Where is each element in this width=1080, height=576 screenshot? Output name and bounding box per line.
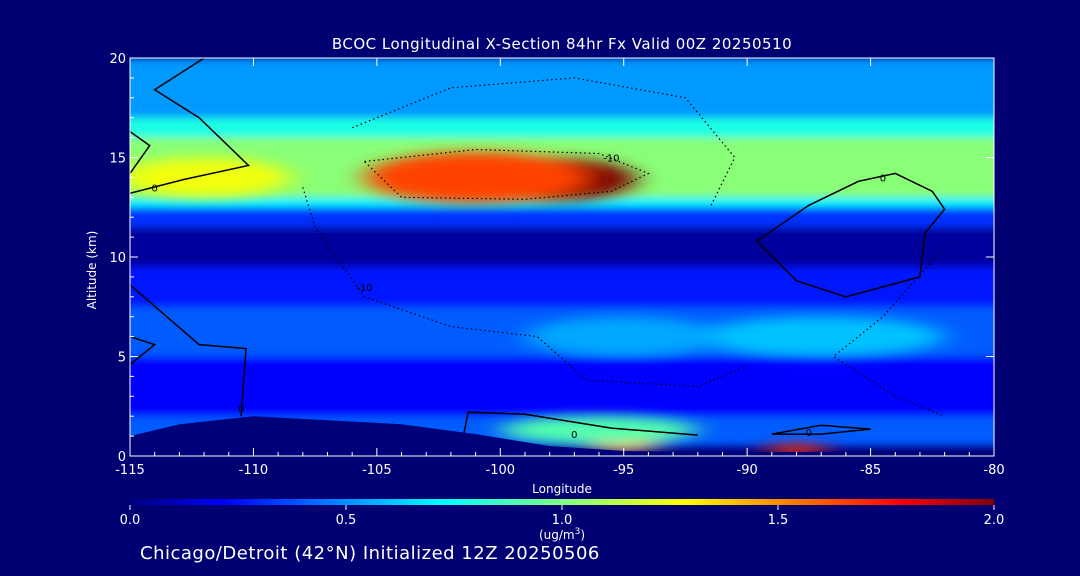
colorbar xyxy=(130,499,994,505)
contour-label-0: 0 xyxy=(151,183,157,194)
y-tick-label-2: 10 xyxy=(109,251,126,266)
hotspot-4 xyxy=(500,416,698,445)
y-tick-label-1: 5 xyxy=(118,351,126,366)
colorbar-unit: (ug/m3) xyxy=(480,527,644,542)
x-tick-label-2: -105 xyxy=(362,463,392,478)
field-layer-6 xyxy=(130,197,994,208)
chart-title: BCOC Longitudinal X-Section 84hr Fx Vali… xyxy=(331,35,793,53)
field-layer-8 xyxy=(130,117,994,138)
colorbar-tick-label-0: 0.0 xyxy=(120,513,141,528)
x-tick-label-6: -85 xyxy=(860,463,881,478)
y-tick-label-0: 0 xyxy=(118,450,126,465)
hotspot-5 xyxy=(697,316,945,357)
y-tick-label-4: 20 xyxy=(109,52,126,67)
contour-0 xyxy=(130,58,251,195)
contour-label-8: -10 xyxy=(356,283,372,294)
colorbar-tick-label-3: 1.5 xyxy=(768,513,789,528)
contour-label-2: 0 xyxy=(880,173,886,184)
field-layer-9 xyxy=(130,58,994,118)
contour-1 xyxy=(130,130,151,174)
field-layer-4 xyxy=(130,227,994,267)
colorbar-tick-label-4: 2.0 xyxy=(984,513,1005,528)
x-tick-label-4: -95 xyxy=(613,463,634,478)
y-axis: 0 5 10 15 20 xyxy=(109,52,994,465)
x-tick-label-5: -90 xyxy=(737,463,758,478)
x-axis-label: Longitude xyxy=(532,482,592,496)
contour-4 xyxy=(130,335,157,366)
hotspot-6 xyxy=(524,316,723,357)
y-axis-label: Altitude (km) xyxy=(85,230,99,310)
x-tick-label-1: -110 xyxy=(239,463,269,478)
colorbar-tick-label-2: 1.0 xyxy=(552,513,573,528)
concentration-hotspots xyxy=(130,151,945,456)
x-axis: -115 -110 -105 -100 -95 -90 -85 -80 xyxy=(115,58,1005,478)
colorbar-tick-label-1: 0.5 xyxy=(336,513,357,528)
x-tick-label-0: -115 xyxy=(115,463,145,478)
contour-3 xyxy=(130,284,247,417)
y-tick-label-3: 15 xyxy=(109,152,126,167)
field-layer-3 xyxy=(130,266,994,307)
contour-2 xyxy=(755,172,946,298)
concentration-field xyxy=(130,58,994,447)
contour-label-5: 0 xyxy=(571,430,577,441)
footer-caption: Chicago/Detroit (42°N) Initialized 12Z 2… xyxy=(140,543,600,564)
x-tick-label-3: -100 xyxy=(486,463,516,478)
terrain-mask xyxy=(130,416,994,456)
hotspot-1 xyxy=(364,151,587,204)
contour-6 xyxy=(771,424,871,435)
field-layer-1 xyxy=(130,356,994,417)
colorbar-unit-prefix: (ug/m xyxy=(538,528,575,542)
contour-label-7: -10 xyxy=(603,154,619,165)
colorbar-ticks: 0.0 0.5 1.0 1.5 2.0 xyxy=(120,505,1005,528)
contour-5 xyxy=(462,411,698,437)
x-tick-label-7: -80 xyxy=(983,463,1004,478)
hotspot-7 xyxy=(130,157,291,198)
contour-8 xyxy=(302,187,748,388)
colorbar-unit-suffix: ) xyxy=(580,528,586,542)
y-axis-label-wrap: Altitude (km) xyxy=(80,231,104,310)
colorbar-unit-sup: 3 xyxy=(574,527,581,537)
contour-label-6: 0 xyxy=(806,428,812,439)
contour-label-3: 0 xyxy=(238,404,244,415)
contour-10 xyxy=(832,246,946,417)
contour-lines: 0 0 0 0 0 -10 -10 xyxy=(130,58,946,441)
field-layer-5 xyxy=(130,207,994,228)
